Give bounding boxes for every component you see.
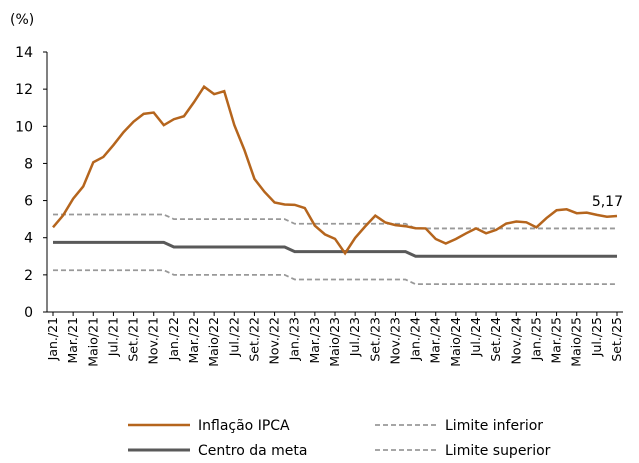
x-tick-label: Jul./23 [347, 317, 362, 357]
x-tick-label: Mar./21 [65, 317, 80, 364]
y-tick-label: 10 [15, 119, 33, 135]
x-tick-label: Jul./25 [589, 317, 604, 357]
y-tick-label: 12 [15, 82, 33, 98]
y-tick-label: 0 [24, 305, 33, 321]
x-tick-label: Jan./22 [166, 317, 181, 361]
series-line [53, 213, 617, 230]
x-tick-label: Jul./22 [226, 317, 241, 357]
x-tick-label: Maio/24 [448, 317, 463, 367]
x-tick-label: Jan./24 [408, 317, 423, 361]
y-tick-label: 2 [24, 268, 33, 284]
x-tick-label: Nov./22 [267, 317, 282, 365]
x-tick-label: Set./24 [488, 317, 503, 362]
x-tick-label: Nov./24 [508, 317, 523, 365]
x-tick-label: Set./23 [367, 317, 382, 362]
y-axis-label: (%) [10, 12, 34, 28]
y-tick-label: 4 [24, 231, 33, 247]
x-tick-label: Maio/21 [85, 317, 100, 367]
x-tick-label: Nov./21 [146, 317, 161, 365]
x-tick-label: Jul./21 [105, 317, 120, 357]
y-tick-label: 6 [24, 194, 33, 210]
series-line [52, 84, 618, 256]
x-tick-label: Jan./23 [287, 317, 302, 361]
legend-label: Centro da meta [198, 443, 307, 459]
x-tick-label: Maio/22 [206, 317, 221, 367]
x-tick-label: Mar./22 [186, 317, 201, 364]
y-tick-label: 8 [24, 156, 33, 172]
x-tick-label: Maio/25 [569, 317, 584, 367]
legend-label: Limite superior [445, 443, 551, 459]
x-tick-label: Maio/23 [327, 317, 342, 367]
x-tick-label: Mar./24 [428, 317, 443, 364]
x-tick-label: Jan./25 [528, 317, 543, 361]
x-tick-label: Mar./25 [549, 317, 564, 364]
y-tick-label: 14 [15, 45, 33, 61]
x-tick-label: Set./25 [609, 317, 624, 362]
series-line [53, 240, 617, 258]
x-tick-label: Set./21 [126, 317, 141, 362]
series-line [53, 269, 617, 286]
legend-label: Limite inferior [445, 418, 543, 434]
legend-label: Inflação IPCA [198, 418, 290, 434]
x-tick-label: Jan./21 [45, 317, 60, 361]
x-tick-label: Set./22 [246, 317, 261, 362]
x-tick-label: Mar./23 [307, 317, 322, 364]
x-tick-label: Jul./24 [468, 317, 483, 357]
annotation: 5,17 [592, 194, 623, 210]
x-tick-label: Nov./23 [387, 317, 402, 365]
